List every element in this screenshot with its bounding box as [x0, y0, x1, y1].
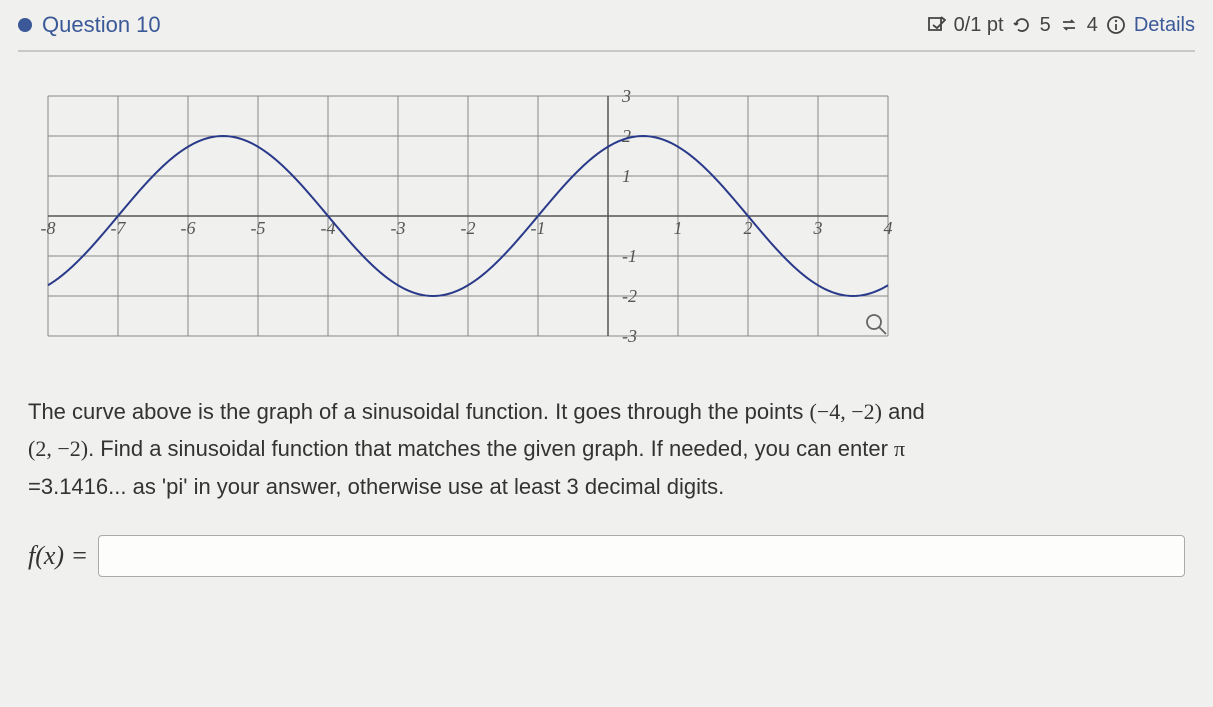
- details-link[interactable]: Details: [1134, 14, 1195, 37]
- header-right: 0/1 pt 5 4 Details: [926, 14, 1195, 37]
- status-dot-icon: [18, 18, 32, 32]
- question-header: Question 10 0/1 pt 5 4 Details: [18, 8, 1195, 52]
- score-text: 0/1 pt: [954, 14, 1004, 37]
- svg-text:3: 3: [621, 86, 631, 106]
- point-2: (2, −2): [28, 436, 88, 461]
- retry-icon: [1012, 14, 1032, 37]
- text-part: and: [882, 399, 925, 424]
- svg-text:4: 4: [884, 218, 893, 238]
- check-icon: [926, 14, 946, 37]
- answer-row: f(x) =: [18, 535, 1195, 577]
- cycle-icon: [1059, 14, 1079, 37]
- answer-input[interactable]: [98, 535, 1185, 577]
- svg-text:-2: -2: [622, 286, 637, 306]
- question-text: The curve above is the graph of a sinuso…: [18, 381, 1195, 535]
- cycles-count: 4: [1087, 14, 1098, 37]
- retries-count: 5: [1040, 14, 1051, 37]
- point-1: (−4, −2): [810, 399, 882, 424]
- fx-label: f(x) =: [28, 541, 88, 571]
- graph-container: -8-7-6-5-4-3-2-11234-3-2-1123: [18, 52, 1195, 381]
- svg-text:-5: -5: [251, 218, 266, 238]
- question-title: Question 10: [42, 12, 161, 38]
- text-part: The curve above is the graph of a sinuso…: [28, 399, 810, 424]
- svg-text:-3: -3: [622, 326, 637, 346]
- svg-text:2: 2: [622, 126, 631, 146]
- svg-text:-3: -3: [391, 218, 406, 238]
- svg-text:-1: -1: [622, 246, 637, 266]
- header-left: Question 10: [18, 12, 161, 38]
- sinusoidal-graph: -8-7-6-5-4-3-2-11234-3-2-1123: [28, 76, 908, 356]
- svg-text:-2: -2: [461, 218, 476, 238]
- text-part: =3.1416... as 'pi' in your answer, other…: [28, 474, 724, 499]
- svg-text:-6: -6: [181, 218, 196, 238]
- svg-text:-8: -8: [41, 218, 56, 238]
- svg-text:3: 3: [813, 218, 823, 238]
- pi-symbol: π: [894, 436, 905, 461]
- svg-text:1: 1: [674, 218, 683, 238]
- info-icon[interactable]: [1106, 14, 1126, 37]
- svg-text:1: 1: [622, 166, 631, 186]
- text-part: . Find a sinusoidal function that matche…: [88, 436, 894, 461]
